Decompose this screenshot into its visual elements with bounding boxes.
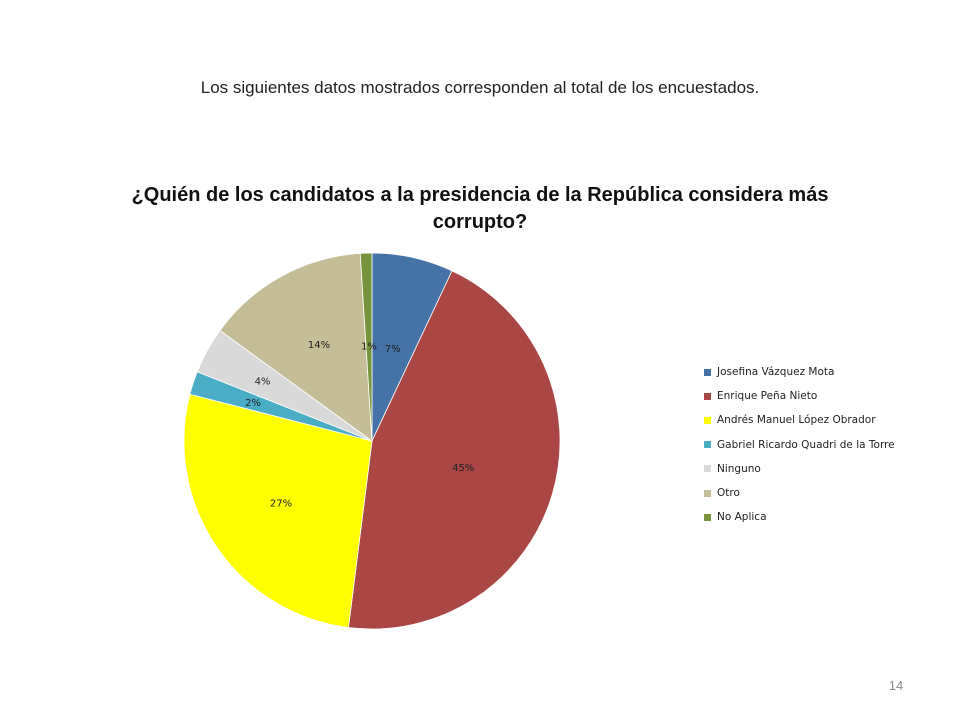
legend-item-enrique-pena-nieto: Enrique Peña Nieto [704, 384, 944, 408]
chart-legend: Josefina Vázquez Mota Enrique Peña Nieto A… [704, 360, 944, 529]
legend-item-otro: Otro [704, 481, 944, 505]
pie-slice-enrique-pena-nieto [347, 270, 561, 630]
legend-swatch [704, 416, 711, 424]
legend-label: Andrés Manuel López Obrador [717, 414, 876, 427]
pie-slice-no-aplica [359, 252, 373, 442]
data-label-no-aplica: 1% [361, 342, 377, 353]
legend-item-ninguno: Ninguno [704, 457, 944, 481]
legend-label: Gabriel Ricardo Quadri de la Torre [717, 438, 895, 451]
legend-label: Josefina Vázquez Mota [717, 366, 835, 379]
chart-title: ¿Quién de los candidatos a la presidenci… [131, 184, 829, 233]
pie-slice-andres-manuel-lopez-obrador [183, 393, 373, 628]
legend-item-gabriel-ricardo-quadri-de-la-torre: Gabriel Ricardo Quadri de la Torre [704, 433, 944, 457]
legend-label: Otro [717, 487, 740, 500]
legend-label: Ninguno [717, 462, 761, 475]
legend-swatch [704, 465, 711, 473]
data-label-josefina-vazquez-mota: 7% [385, 344, 401, 355]
legend-swatch [704, 441, 711, 449]
legend-swatch [704, 368, 711, 376]
data-label-enrique-pena-nieto: 45% [452, 463, 474, 474]
legend-item-josefina-vazquez-mota: Josefina Vázquez Mota [704, 360, 944, 384]
page-number: 14 [888, 678, 904, 693]
data-label-andres-manuel-lopez-obrador: 27% [270, 498, 292, 509]
pie-slices [183, 252, 561, 630]
legend-swatch [704, 489, 711, 497]
intro-text: Los siguientes datos mostrados correspon… [200, 78, 760, 97]
pie-slice-otro [219, 252, 373, 442]
pie-labels: 7% 45% 27% 2% 4% 14% 1% [245, 340, 474, 509]
legend-label: Enrique Peña Nieto [717, 390, 818, 403]
legend-swatch [704, 513, 711, 521]
legend-item-andres-manuel-lopez-obrador: Andrés Manuel López Obrador [704, 408, 944, 432]
legend-label: No Aplica [717, 511, 767, 524]
legend-swatch [704, 392, 711, 400]
legend-item-no-aplica: No Aplica [704, 505, 944, 529]
data-label-ninguno: 4% [255, 376, 271, 387]
data-label-otro: 14% [308, 340, 330, 351]
data-label-gabriel-ricardo-quadri-de-la-torre: 2% [245, 398, 261, 409]
